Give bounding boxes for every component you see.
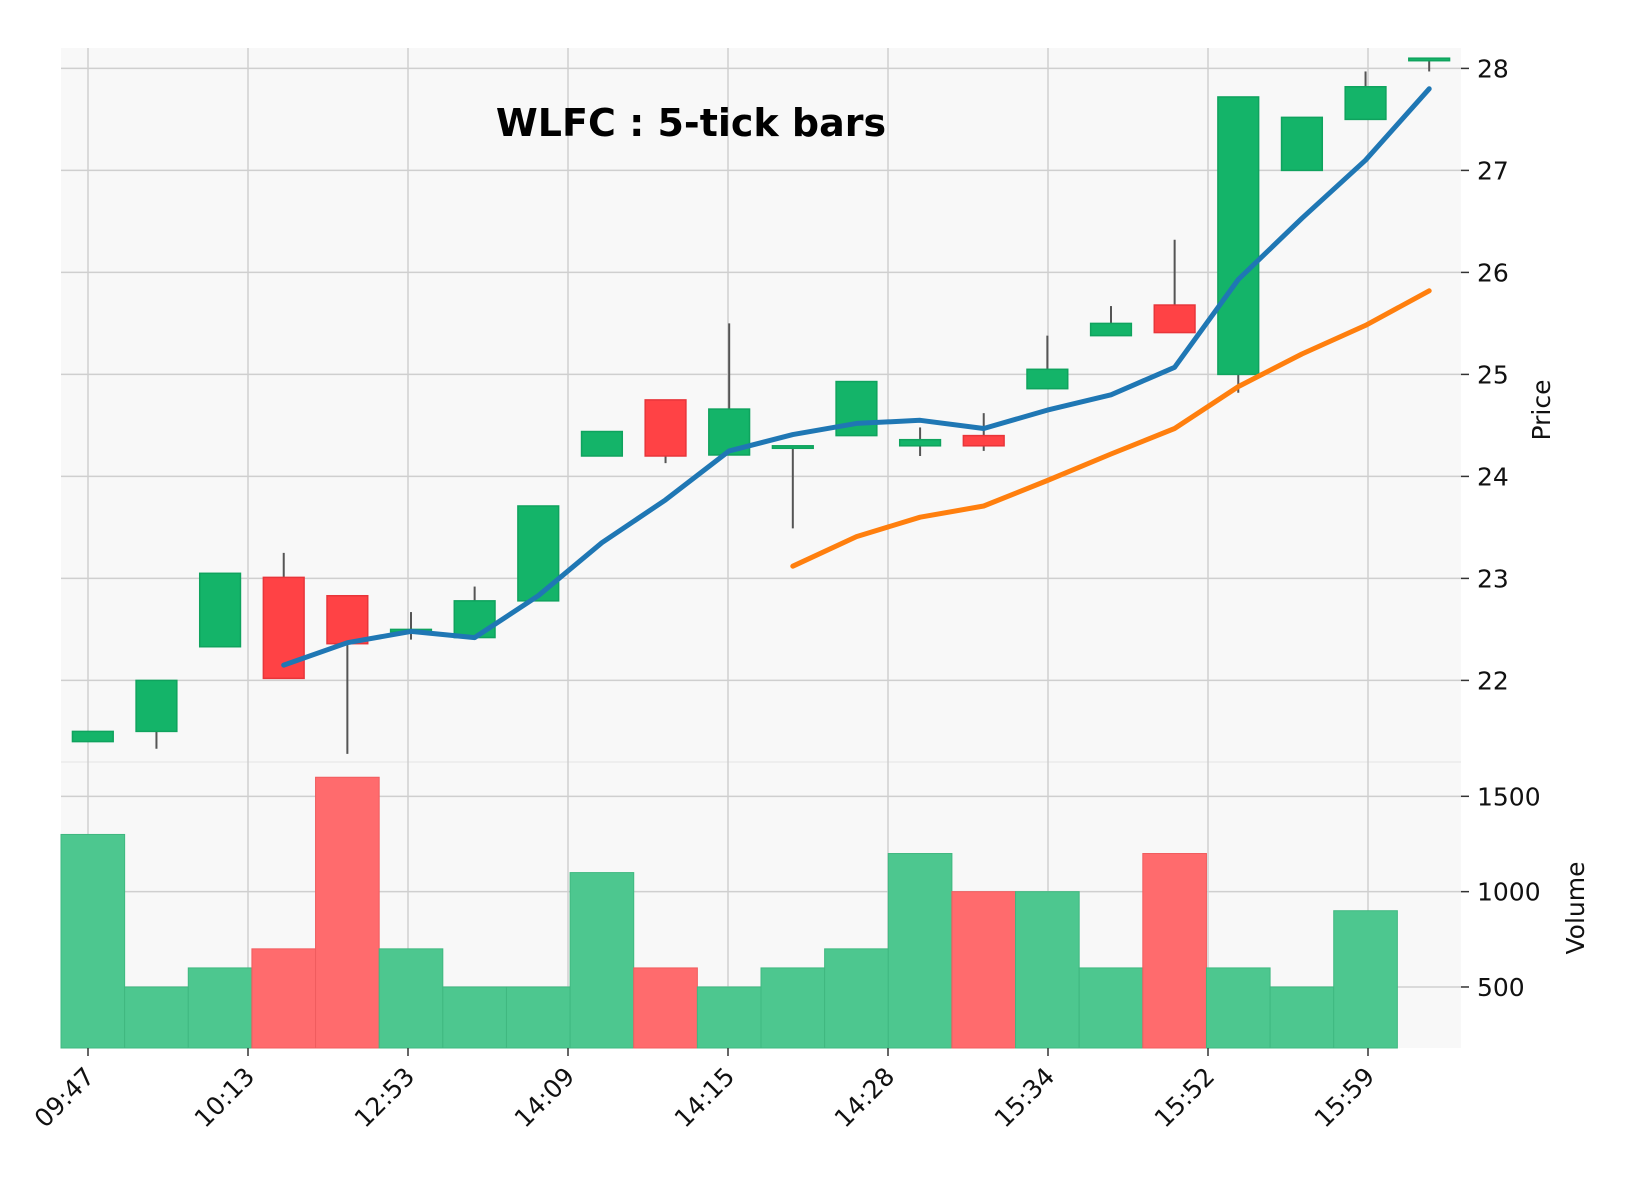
volume-bar <box>696 986 762 1049</box>
volume-bars <box>60 776 1398 1049</box>
volume-bar <box>187 967 253 1049</box>
volume-axis: 500 1000 1500 <box>1461 782 1541 1002</box>
moving-average-lines <box>281 86 1432 668</box>
volume-bar <box>1333 910 1398 1049</box>
volume-bar <box>505 986 571 1049</box>
price-axis: 22 23 24 25 26 27 28 <box>1461 54 1509 695</box>
candle-body <box>135 679 178 733</box>
candle-body <box>1344 86 1387 121</box>
volume-bar <box>1269 986 1335 1049</box>
time-tick-label: 14:28 <box>829 1062 900 1133</box>
volume-tick-label: 1000 <box>1477 878 1541 907</box>
short-moving-average-line <box>281 86 1432 668</box>
price-tick-label: 26 <box>1477 258 1509 287</box>
candle-body <box>326 594 369 645</box>
volume-bar <box>633 967 698 1049</box>
volume-bar <box>378 948 444 1049</box>
candle-body <box>962 434 1005 447</box>
volume-bar <box>124 986 189 1049</box>
time-tick-label: 12:53 <box>349 1062 420 1133</box>
price-tick-label: 25 <box>1477 360 1509 389</box>
volume-bar <box>887 853 953 1049</box>
candle-body <box>1153 304 1196 334</box>
candle-body <box>1280 116 1324 172</box>
volume-axis-label: Volume <box>1561 862 1590 955</box>
volume-bar <box>442 986 507 1049</box>
volume-bar <box>1205 967 1271 1049</box>
time-axis: 09:47 10:13 12:53 14:09 14:15 14:28 15:34 15:52… <box>29 1048 1380 1133</box>
volume-bar <box>569 872 635 1049</box>
price-axis-label: Price <box>1527 380 1556 441</box>
volume-bar <box>1142 853 1207 1049</box>
candle-body <box>1026 368 1069 390</box>
volume-tick-label: 1500 <box>1477 782 1541 811</box>
chart-title: WLFC : 5-tick bars <box>496 101 886 145</box>
time-tick-label: 15:52 <box>1149 1062 1220 1133</box>
volume-bar <box>824 948 889 1049</box>
price-tick-label: 24 <box>1477 462 1509 491</box>
volume-bar <box>1078 967 1144 1049</box>
time-tick-label: 14:15 <box>669 1062 740 1133</box>
price-tick-label: 23 <box>1477 564 1509 593</box>
candle-body <box>835 380 878 437</box>
volume-bar <box>60 833 126 1049</box>
candle-body <box>644 399 687 457</box>
volume-bar <box>1015 891 1080 1049</box>
candle-body <box>1408 57 1451 62</box>
price-tick-label: 22 <box>1477 666 1509 695</box>
candle-body <box>1217 96 1260 376</box>
long-moving-average-line <box>790 288 1432 569</box>
time-tick-label: 10:13 <box>189 1062 260 1133</box>
time-tick-label: 15:59 <box>1309 1062 1380 1133</box>
time-tick-label: 15:34 <box>989 1062 1060 1133</box>
candle-body <box>898 438 942 447</box>
candle-body <box>453 600 496 639</box>
volume-bar <box>951 891 1017 1049</box>
volume-bar <box>315 776 380 1049</box>
volume-bar <box>251 948 317 1049</box>
price-tick-label: 27 <box>1477 156 1509 185</box>
time-tick-label: 14:09 <box>509 1062 580 1133</box>
candle-body <box>580 430 624 457</box>
candle-body <box>771 445 814 450</box>
time-tick-label: 09:47 <box>29 1062 100 1133</box>
candles <box>71 57 1451 754</box>
candle-body <box>198 572 242 648</box>
candle-body <box>1089 322 1133 337</box>
price-tick-label: 28 <box>1477 54 1509 83</box>
candle-body <box>71 730 114 743</box>
volume-bar <box>760 967 826 1049</box>
volume-tick-label: 500 <box>1477 973 1525 1002</box>
